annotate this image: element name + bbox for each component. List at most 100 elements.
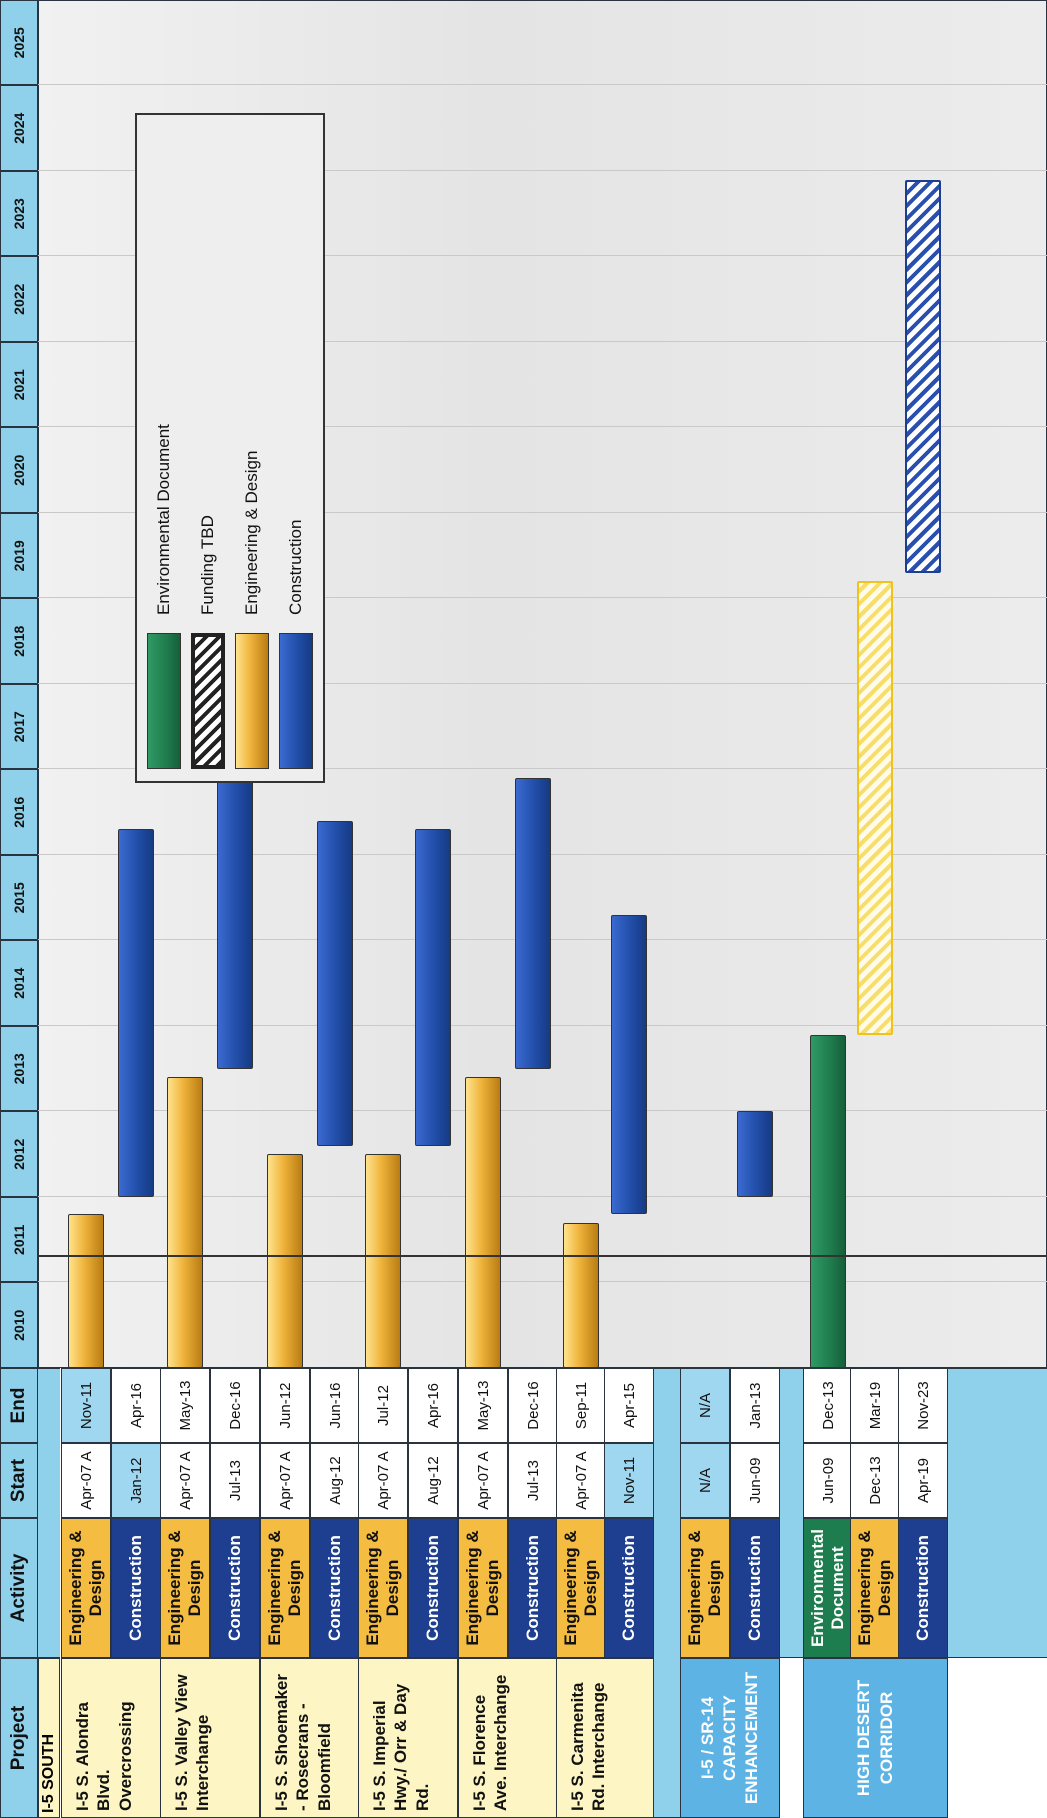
start-date: Jul-13 [210,1443,260,1518]
end-date: Dec-16 [210,1368,260,1443]
legend-swatch-env [147,633,181,769]
project-name: I-5 S. Imperial Hwy./ Orr & Day Rd. [358,1658,458,1818]
project-name: I-5 S. Carmenita Rd. Interchange [556,1658,654,1818]
activity-label: Engineering & Design [556,1518,606,1658]
year-tick-label: 2019 [0,513,38,599]
activity-label: Engineering & Design [458,1518,508,1658]
separator-band [652,1368,680,1818]
project-name: I-5 S. Alondra Blvd. Overcrossing [61,1658,161,1818]
gantt-bar-con [515,778,551,1069]
activity-label: Environmental Document [803,1518,853,1658]
end-date: Dec-13 [803,1368,853,1443]
gantt-bar-eng [365,1154,401,1368]
year-tick-label: 2016 [0,769,38,855]
project-name: I-5 / SR-14 CAPACITY ENHANCEMENT [680,1658,780,1818]
year-tick-label: 2013 [0,1026,38,1112]
gantt-bar-eng [857,581,893,1035]
start-date: Jun-09 [803,1443,853,1518]
end-date: Apr-16 [408,1368,458,1443]
gantt-bar-con [905,179,941,573]
end-date: Sep-11 [556,1368,606,1443]
gantt-bar-eng [267,1154,303,1368]
end-date: Jun-12 [260,1368,310,1443]
year-gridline [38,84,1047,86]
status-date-line [38,1254,1047,1257]
year-tick-label: 2015 [0,855,38,941]
activity-label: Engineering & Design [260,1518,310,1658]
header-activity: Activity [0,1518,38,1658]
activity-label: Construction [210,1518,260,1658]
activity-label: Construction [604,1518,654,1658]
gantt-bar-con [217,778,253,1069]
end-date: Jun-16 [310,1368,360,1443]
end-date: Apr-16 [111,1368,161,1443]
legend-swatch-eng [235,633,269,769]
activity-label: Construction [310,1518,360,1658]
legend-swatch-tbd [191,633,225,769]
activity-label: Engineering & Design [61,1518,111,1658]
year-tick-label: 2022 [0,256,38,342]
start-date: Apr-19 [898,1443,948,1518]
gantt-bar-con [415,829,451,1146]
activity-label: Construction [111,1518,161,1658]
separator-band [780,1368,803,1658]
gantt-bar-eng [167,1077,203,1368]
year-tick-label: 2024 [0,85,38,171]
start-date: Aug-12 [408,1443,458,1518]
legend-label: Construction [286,519,305,615]
activity-label: Engineering & Design [160,1518,210,1658]
year-tick-label: 2025 [0,0,38,86]
end-date: May-13 [458,1368,508,1443]
end-date: Jul-12 [358,1368,408,1443]
year-tick-label: 2020 [0,427,38,513]
year-tick-label: 2023 [0,171,38,257]
end-date: Mar-19 [850,1368,900,1443]
start-date: Apr-07 A [556,1443,606,1518]
start-date: Jun-09 [730,1443,780,1518]
activity-label: Construction [508,1518,558,1658]
end-date: Nov-11 [61,1368,111,1443]
header-start: Start [0,1443,38,1518]
header-project: Project [0,1658,38,1818]
start-date: Apr-07 A [358,1443,408,1518]
gantt-bar-eng [465,1077,501,1368]
section-label: I-5 SOUTH [38,1658,60,1818]
start-date: Apr-07 A [160,1443,210,1518]
start-date: N/A [680,1443,730,1518]
start-date: Aug-12 [310,1443,360,1518]
activity-label: Construction [730,1518,780,1658]
gantt-bar-eng [563,1222,599,1368]
end-date: Dec-16 [508,1368,558,1443]
start-date: Apr-07 A [458,1443,508,1518]
year-tick-label: 2014 [0,940,38,1026]
project-name: I-5 S. Shoemaker - Rosecrans - Bloomfiel… [260,1658,360,1818]
legend-label: Environmental Document [154,424,173,615]
project-name: I-5 S. Valley View Interchange [160,1658,260,1818]
project-name: I-5 S. Florence Ave. Interchange [458,1658,558,1818]
separator-band [946,1368,1047,1658]
year-tick-label: 2021 [0,342,38,428]
gantt-bar-eng [68,1214,104,1368]
legend-label: Funding TBD [198,515,217,615]
end-date: N/A [680,1368,730,1443]
activity-label: Engineering & Design [850,1518,900,1658]
activity-label: Engineering & Design [680,1518,730,1658]
activity-label: Construction [408,1518,458,1658]
start-date: Jan-12 [111,1443,161,1518]
end-date: Nov-23 [898,1368,948,1443]
start-date: Apr-07 A [61,1443,111,1518]
gantt-bar-con [118,829,154,1197]
year-tick-label: 2017 [0,684,38,770]
year-tick-label: 2012 [0,1111,38,1197]
header-end: End [0,1368,38,1443]
gantt-bar-con [317,820,353,1146]
section-band [38,1368,60,1658]
activity-label: Engineering & Design [358,1518,408,1658]
year-tick-label: 2018 [0,598,38,684]
gantt-bar-con [611,914,647,1215]
end-date: Apr-15 [604,1368,654,1443]
legend-swatch-con [279,633,313,769]
end-date: Jan-13 [730,1368,780,1443]
